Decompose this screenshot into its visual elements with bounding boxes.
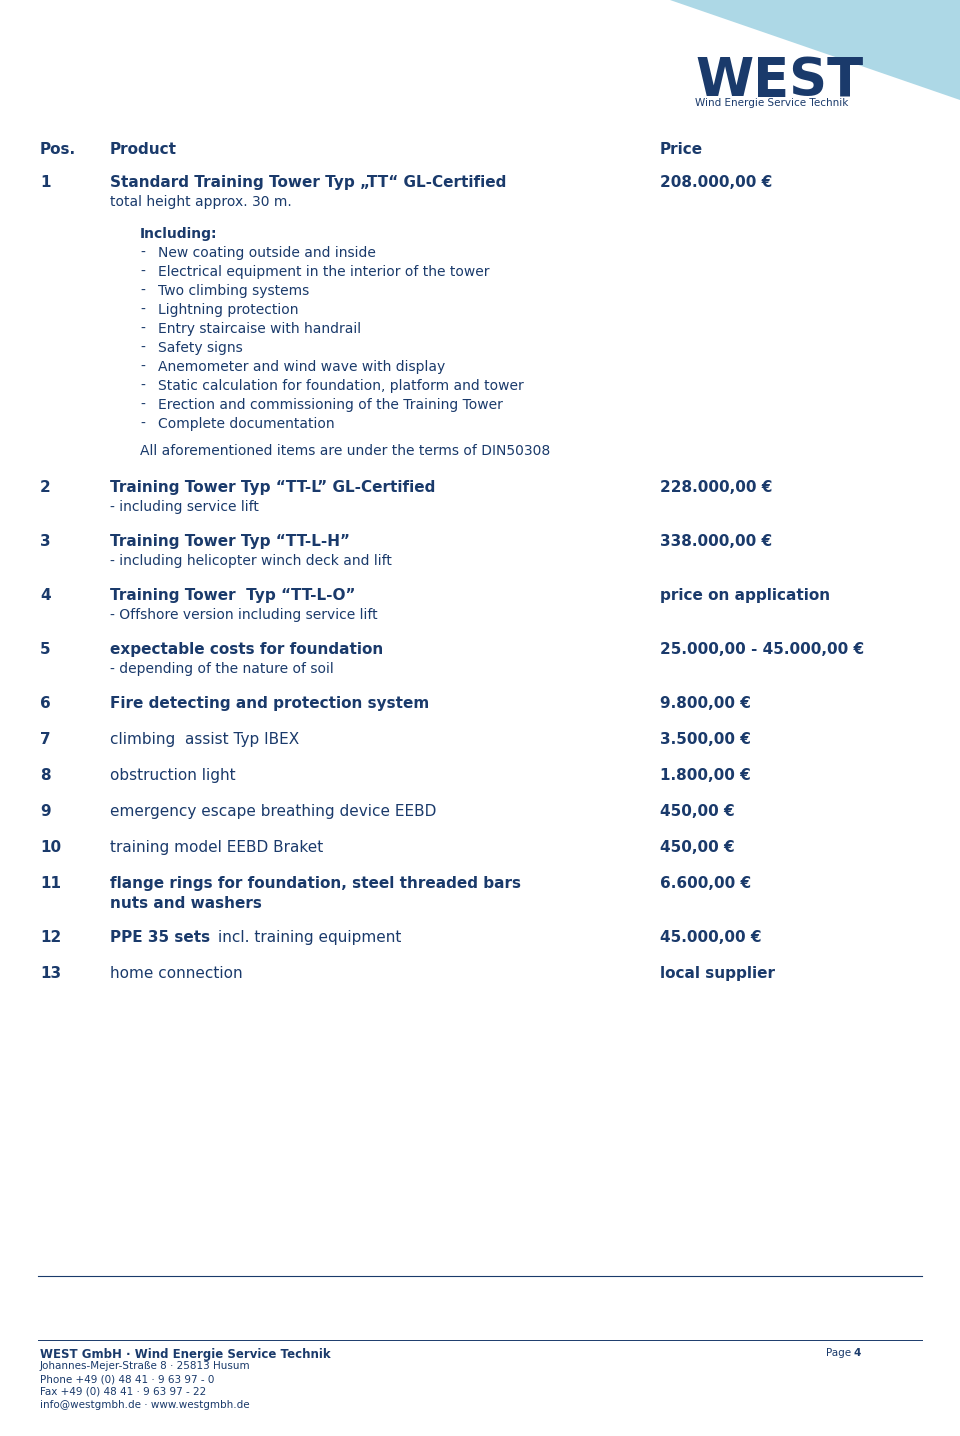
- Text: 9.800,00 €: 9.800,00 €: [660, 696, 751, 711]
- Text: training model EEBD Braket: training model EEBD Braket: [110, 840, 324, 854]
- Text: Anemometer and wind wave with display: Anemometer and wind wave with display: [158, 360, 445, 373]
- Text: 25.000,00 - 45.000,00 €: 25.000,00 - 45.000,00 €: [660, 642, 864, 658]
- Text: nuts and washers: nuts and washers: [110, 896, 262, 910]
- Text: PPE 35 sets: PPE 35 sets: [110, 931, 210, 945]
- Text: Erection and commissioning of the Training Tower: Erection and commissioning of the Traini…: [158, 398, 503, 412]
- Text: Fax +49 (0) 48 41 · 9 63 97 - 22: Fax +49 (0) 48 41 · 9 63 97 - 22: [40, 1387, 206, 1397]
- Text: total height approx. 30 m.: total height approx. 30 m.: [110, 195, 292, 210]
- Polygon shape: [670, 0, 960, 101]
- Text: -: -: [140, 340, 145, 355]
- Text: Training Tower Typ “TT-L” GL-Certified: Training Tower Typ “TT-L” GL-Certified: [110, 480, 436, 495]
- Text: -: -: [140, 398, 145, 412]
- Text: 4: 4: [853, 1348, 860, 1358]
- Text: 3: 3: [40, 534, 51, 549]
- Text: incl. training equipment: incl. training equipment: [218, 931, 401, 945]
- Text: Training Tower  Typ “TT-L-O”: Training Tower Typ “TT-L-O”: [110, 587, 355, 603]
- Text: Entry staircaise with handrail: Entry staircaise with handrail: [158, 322, 361, 336]
- Text: 13: 13: [40, 966, 61, 981]
- Text: Fire detecting and protection system: Fire detecting and protection system: [110, 696, 429, 711]
- Text: Including:: Including:: [140, 227, 218, 241]
- Text: -: -: [140, 379, 145, 393]
- Text: home connection: home connection: [110, 966, 243, 981]
- Text: 228.000,00 €: 228.000,00 €: [660, 480, 773, 495]
- Text: Phone +49 (0) 48 41 · 9 63 97 - 0: Phone +49 (0) 48 41 · 9 63 97 - 0: [40, 1374, 214, 1384]
- Text: Static calculation for foundation, platform and tower: Static calculation for foundation, platf…: [158, 379, 524, 393]
- Text: Lightning protection: Lightning protection: [158, 303, 299, 317]
- Text: Johannes-Mejer-Straße 8 · 25813 Husum: Johannes-Mejer-Straße 8 · 25813 Husum: [40, 1361, 251, 1371]
- Text: info@westgmbh.de · www.westgmbh.de: info@westgmbh.de · www.westgmbh.de: [40, 1400, 250, 1410]
- Text: 7: 7: [40, 732, 51, 747]
- Text: WEST: WEST: [695, 55, 863, 108]
- Text: New coating outside and inside: New coating outside and inside: [158, 246, 376, 260]
- Text: -: -: [140, 416, 145, 431]
- Text: 5: 5: [40, 642, 51, 658]
- Text: Safety signs: Safety signs: [158, 340, 243, 355]
- Text: emergency escape breathing device EEBD: emergency escape breathing device EEBD: [110, 804, 437, 819]
- Text: obstruction light: obstruction light: [110, 768, 235, 783]
- Text: -: -: [140, 246, 145, 260]
- Text: 10: 10: [40, 840, 61, 854]
- Text: - including helicopter winch deck and lift: - including helicopter winch deck and li…: [110, 554, 392, 569]
- Text: expectable costs for foundation: expectable costs for foundation: [110, 642, 383, 658]
- Text: Page: Page: [826, 1348, 854, 1358]
- Text: WEST GmbH · Wind Energie Service Technik: WEST GmbH · Wind Energie Service Technik: [40, 1348, 330, 1361]
- Text: 45.000,00 €: 45.000,00 €: [660, 931, 761, 945]
- Text: -: -: [140, 360, 145, 373]
- Text: climbing  assist Typ IBEX: climbing assist Typ IBEX: [110, 732, 300, 747]
- Text: 9: 9: [40, 804, 51, 819]
- Text: flange rings for foundation, steel threaded bars: flange rings for foundation, steel threa…: [110, 876, 521, 890]
- Text: Training Tower Typ “TT-L-H”: Training Tower Typ “TT-L-H”: [110, 534, 350, 549]
- Text: 6: 6: [40, 696, 51, 711]
- Text: 1: 1: [40, 175, 51, 190]
- Text: 450,00 €: 450,00 €: [660, 840, 734, 854]
- Text: Two climbing systems: Two climbing systems: [158, 284, 309, 299]
- Text: 1.800,00 €: 1.800,00 €: [660, 768, 751, 783]
- Text: local supplier: local supplier: [660, 966, 775, 981]
- Text: Wind Energie Service Technik: Wind Energie Service Technik: [695, 98, 849, 108]
- Text: Electrical equipment in the interior of the tower: Electrical equipment in the interior of …: [158, 266, 490, 279]
- Text: 3.500,00 €: 3.500,00 €: [660, 732, 751, 747]
- Text: 4: 4: [40, 587, 51, 603]
- Text: Standard Training Tower Typ „TT“ GL-Certified: Standard Training Tower Typ „TT“ GL-Cert…: [110, 175, 506, 190]
- Text: price on application: price on application: [660, 587, 830, 603]
- Text: Product: Product: [110, 142, 177, 157]
- Text: - depending of the nature of soil: - depending of the nature of soil: [110, 662, 334, 676]
- Text: 8: 8: [40, 768, 51, 783]
- Text: - including service lift: - including service lift: [110, 500, 259, 514]
- Text: Complete documentation: Complete documentation: [158, 416, 335, 431]
- Text: -: -: [140, 303, 145, 317]
- Text: 12: 12: [40, 931, 61, 945]
- Text: -: -: [140, 284, 145, 299]
- Text: 2: 2: [40, 480, 51, 495]
- Text: 11: 11: [40, 876, 61, 890]
- Text: - Offshore version including service lift: - Offshore version including service lif…: [110, 607, 377, 622]
- Text: 338.000,00 €: 338.000,00 €: [660, 534, 772, 549]
- Text: Price: Price: [660, 142, 703, 157]
- Text: 208.000,00 €: 208.000,00 €: [660, 175, 772, 190]
- Text: -: -: [140, 322, 145, 336]
- Text: 450,00 €: 450,00 €: [660, 804, 734, 819]
- Text: All aforementioned items are under the terms of DIN50308: All aforementioned items are under the t…: [140, 444, 550, 458]
- Text: Pos.: Pos.: [40, 142, 76, 157]
- Text: 6.600,00 €: 6.600,00 €: [660, 876, 751, 890]
- Text: -: -: [140, 266, 145, 279]
